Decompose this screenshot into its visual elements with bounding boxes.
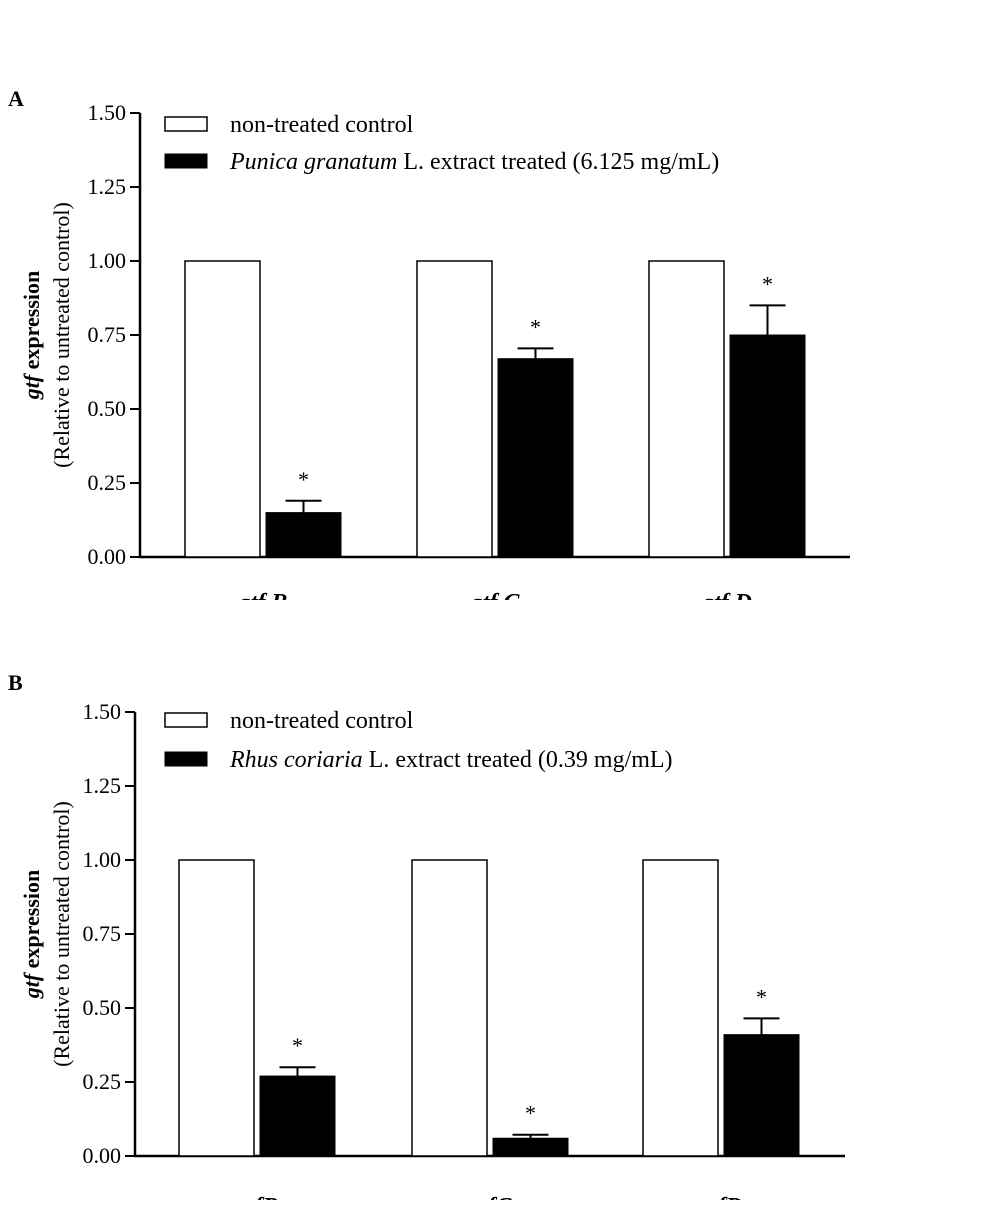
- chart-a-y-tick-label: 1.25: [88, 174, 127, 199]
- chart-a-category-label: gtf D: [701, 590, 752, 600]
- chart-a-category-label: gtf B: [238, 590, 288, 600]
- chart-b-legend-label-control: non-treated control: [230, 708, 414, 734]
- chart-a-category-label: gtf C: [470, 590, 521, 600]
- chart-b-category-label: gtfB: [235, 1194, 279, 1200]
- chart-a-ylabel: gtf expression: [19, 271, 44, 401]
- chart-a-bar-treated: [729, 334, 806, 558]
- chart-b-category-label: gtfC: [468, 1194, 513, 1200]
- chart-b-legend-label-treated: Rhus coriaria L. extract treated (0.39 m…: [229, 747, 673, 773]
- chart-a-significance-mark: *: [530, 314, 541, 339]
- chart-a-legend-label-control: non-treated control: [230, 112, 414, 138]
- chart-b-y-tick-label: 0.50: [83, 995, 122, 1020]
- chart-b-significance-mark: *: [292, 1033, 303, 1058]
- chart-a-bar-control: [648, 260, 725, 558]
- chart-b-bar-treated: [492, 1137, 569, 1157]
- chart-a-y-tick-label: 1.00: [88, 248, 127, 273]
- chart-b-bar-control: [642, 859, 719, 1157]
- chart-a-legend-swatch-control: [164, 116, 208, 132]
- chart-a-legend-swatch-treated: [164, 153, 208, 169]
- chart-a-panel-letter: A: [8, 86, 24, 111]
- chart-a-ylabel-gene: gtf: [19, 372, 44, 400]
- chart-b-ylabel-sub: (Relative to untreated control): [49, 801, 74, 1067]
- chart-b-ylabel-gene: gtf: [19, 971, 44, 999]
- chart-panel-b: B 0.00 0.25 0.50 0.75 1.00 1.25 1.50 gtf express…: [0, 600, 1000, 1200]
- chart-a-svg: A 0.00 0.25 0.50 0.75 1.00 1.25 1.50 gtf express…: [8, 86, 850, 600]
- chart-a-bar-treated: [265, 512, 342, 558]
- chart-b-bar-treated: [723, 1034, 800, 1157]
- chart-b-significance-mark: *: [525, 1101, 536, 1126]
- chart-b-significance-mark: *: [756, 984, 767, 1009]
- chart-b-y-tick-label: 1.00: [83, 847, 122, 872]
- chart-b-bar-control: [178, 859, 255, 1157]
- chart-a-significance-mark: *: [762, 271, 773, 296]
- chart-b-panel-letter: B: [8, 670, 23, 695]
- chart-panel-a: A 0.00 0.25 0.50 0.75 1.00 1.25 1.50 gtf express…: [0, 0, 1000, 600]
- chart-b-legend-species: Rhus coriaria: [229, 747, 363, 773]
- chart-a-bar-control: [416, 260, 493, 558]
- chart-a-ylabel-word: expression: [19, 271, 44, 375]
- chart-b-ylabel-word: expression: [19, 870, 44, 974]
- chart-b-legend-swatch-treated: [164, 751, 208, 767]
- chart-a-ylabel-sub: (Relative to untreated control): [49, 202, 74, 468]
- chart-b-bar-treated: [259, 1075, 336, 1157]
- chart-b-svg: B 0.00 0.25 0.50 0.75 1.00 1.25 1.50 gtf express…: [8, 670, 845, 1200]
- chart-a-y-tick-label: 0.75: [88, 322, 127, 347]
- chart-a-legend-label-treated: Punica granatum L. extract treated (6.12…: [229, 149, 719, 175]
- chart-b-y-tick-label: 0.00: [83, 1143, 122, 1168]
- chart-a-y-tick-label: 0.50: [88, 396, 127, 421]
- chart-a-y-tick-label: 0.00: [88, 544, 127, 569]
- chart-b-legend-swatch-control: [164, 712, 208, 728]
- chart-b-y-tick-label: 1.25: [83, 773, 122, 798]
- chart-a-legend-species: Punica granatum: [229, 149, 397, 175]
- chart-a-legend-treatment: L. extract treated (6.125 mg/mL): [397, 149, 719, 175]
- chart-b-category-label: gtfD: [698, 1194, 743, 1200]
- chart-b-y-tick-label: 0.75: [83, 921, 122, 946]
- chart-b-y-tick-label: 1.50: [83, 699, 122, 724]
- chart-b-ylabel: gtf expression: [19, 870, 44, 1000]
- chart-a-y-tick-label: 0.25: [88, 470, 127, 495]
- chart-b-legend-treatment: L. extract treated (0.39 mg/mL): [363, 747, 673, 773]
- chart-b-bar-control: [411, 859, 488, 1157]
- chart-a-significance-mark: *: [298, 467, 309, 492]
- chart-a-bar-treated: [497, 358, 574, 558]
- chart-a-y-tick-label: 1.50: [88, 100, 127, 125]
- chart-b-y-tick-label: 0.25: [83, 1069, 122, 1094]
- chart-a-bar-control: [184, 260, 261, 558]
